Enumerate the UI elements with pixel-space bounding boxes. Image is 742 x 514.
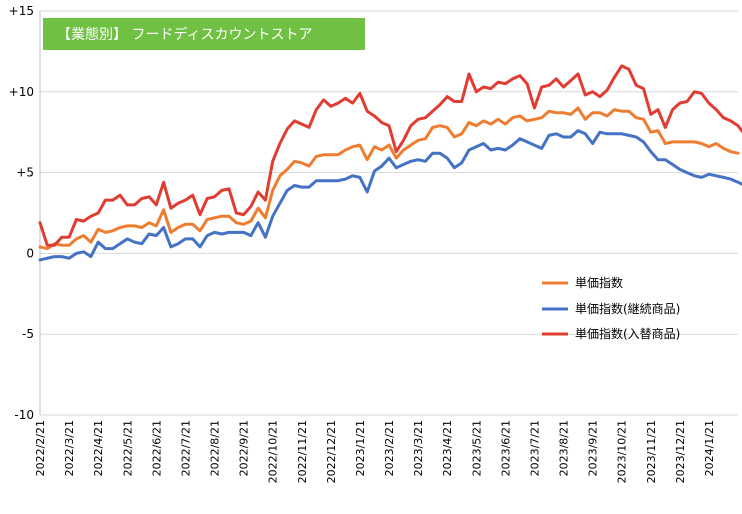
x-tick-label: 2023/12/21 — [674, 420, 687, 483]
y-tick-label: +5 — [16, 166, 34, 180]
series-lines — [38, 64, 742, 262]
x-axis-ticks: 2022/2/21 2022/3/21 2022/4/21 2022/5/21 2022… — [34, 420, 716, 483]
grid-lines — [39, 10, 738, 416]
x-tick-label: 2022/5/21 — [121, 420, 134, 476]
x-tick-label: 2022/7/21 — [179, 420, 192, 476]
y-tick-label: 0 — [26, 246, 34, 260]
x-tick-label: 2023/2/21 — [383, 420, 396, 476]
x-tick-label: 2024/1/21 — [703, 420, 716, 476]
x-tick-label: 2022/3/21 — [63, 420, 76, 476]
y-tick-label: -10 — [14, 408, 34, 422]
x-tick-label: 2023/5/21 — [470, 420, 483, 476]
x-tick-label: 2022/12/21 — [325, 420, 338, 483]
x-tick-label: 2022/11/21 — [296, 420, 309, 483]
x-tick-label: 2023/1/21 — [354, 420, 367, 476]
legend-label: 単価指数(継続商品) — [575, 301, 680, 316]
chart-title: 【業態別】 フードディスカウントストア — [57, 26, 312, 43]
y-axis-ticks: +15 +10 +5 0 -5 -10 — [9, 4, 34, 422]
x-tick-label: 2023/3/21 — [412, 420, 425, 476]
x-tick-label: 2023/6/21 — [499, 420, 512, 476]
x-tick-label: 2022/6/21 — [150, 420, 163, 476]
legend-label: 単価指数(入替商品) — [575, 326, 680, 341]
y-tick-label: +10 — [9, 85, 34, 99]
x-tick-label: 2022/9/21 — [238, 420, 251, 476]
legend-label: 単価指数 — [575, 275, 623, 290]
x-tick-label: 2023/4/21 — [441, 420, 454, 476]
y-tick-label: +15 — [9, 4, 34, 18]
title-background — [43, 18, 365, 50]
x-tick-label: 2023/11/21 — [645, 420, 658, 483]
x-tick-label: 2022/10/21 — [267, 420, 280, 483]
x-tick-label: 2022/8/21 — [209, 420, 222, 476]
x-tick-label: 2022/4/21 — [92, 420, 105, 476]
x-tick-label: 2023/10/21 — [616, 420, 629, 483]
x-tick-label: 2023/7/21 — [528, 420, 541, 476]
series-line — [38, 64, 742, 247]
y-tick-label: -5 — [22, 327, 34, 341]
chart-title-box: 【業態別】 フードディスカウントストア — [43, 18, 365, 50]
x-tick-label: 2023/9/21 — [587, 420, 600, 476]
series-line — [38, 129, 742, 262]
x-tick-label: 2023/8/21 — [558, 420, 571, 476]
series-line — [38, 106, 740, 251]
x-tick-label: 2022/2/21 — [34, 420, 47, 476]
